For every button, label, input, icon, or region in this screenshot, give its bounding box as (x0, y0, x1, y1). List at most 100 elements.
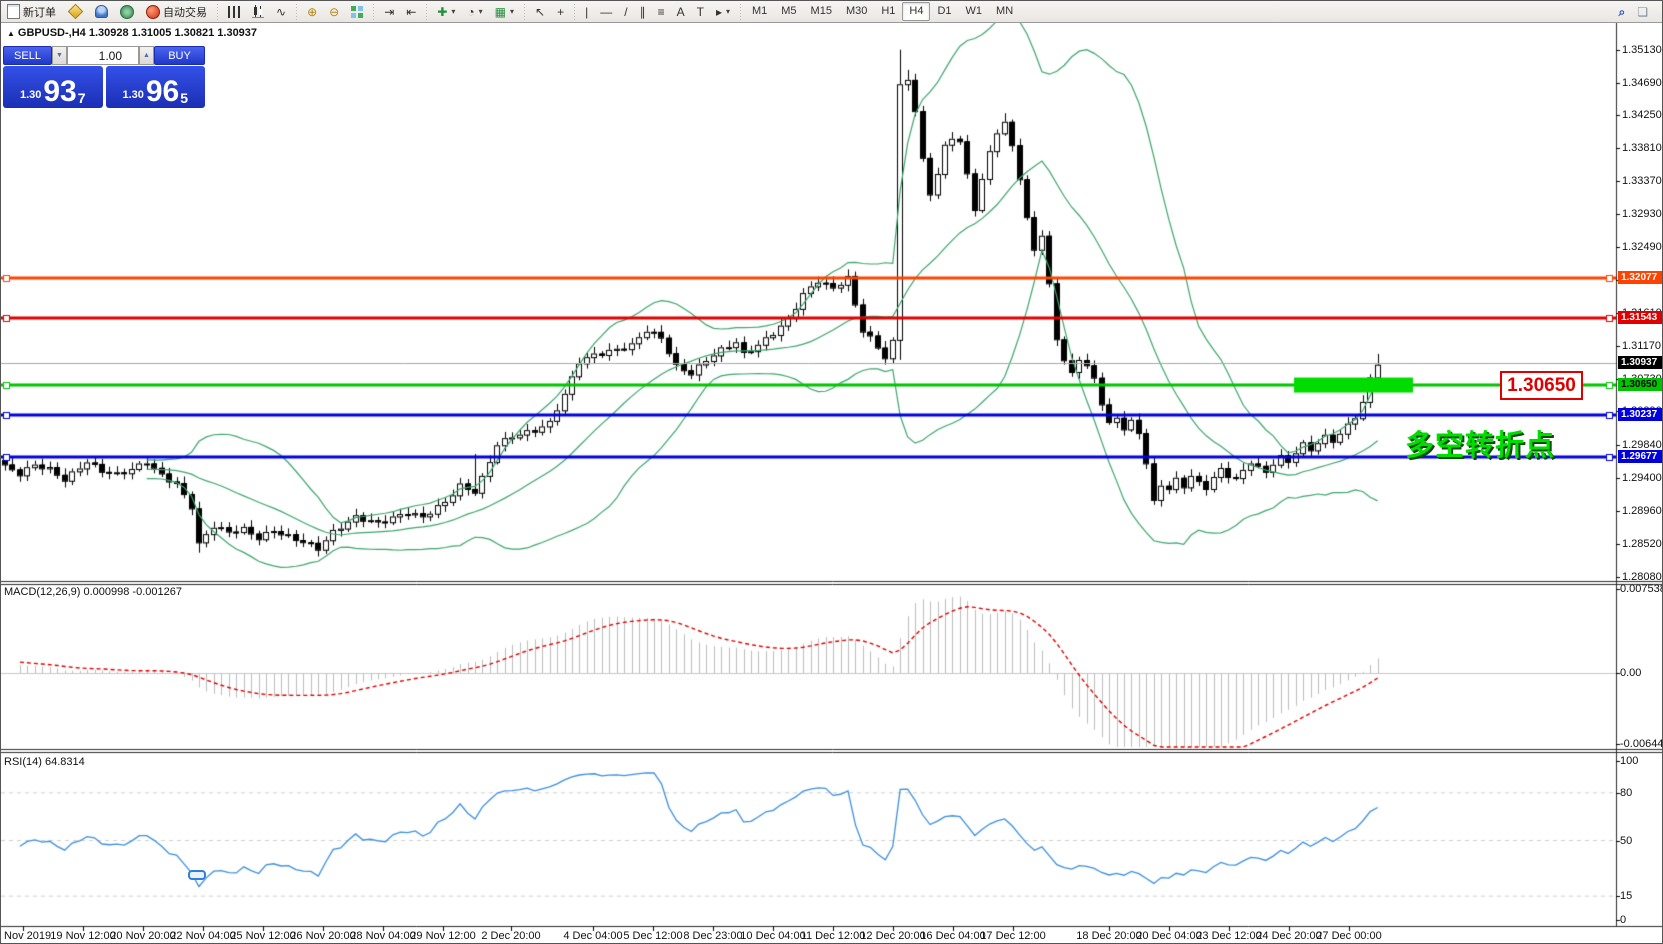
toolbar-separator (424, 3, 430, 20)
timeframe-button-m5[interactable]: M5 (781, 5, 797, 17)
sell-price-big: 93 (43, 75, 77, 108)
vertical-line-icon: | (585, 4, 589, 19)
timeframe-button-m15[interactable]: M15 (810, 5, 832, 17)
trendline-button[interactable]: / (619, 2, 632, 22)
volume-input[interactable]: 1.00 (67, 46, 139, 65)
metaquotes-button[interactable] (63, 2, 88, 22)
horizontal-line-button[interactable]: — (595, 2, 617, 22)
chat-icon: ❏ (1637, 4, 1648, 19)
bar-chart-button[interactable] (223, 2, 245, 22)
date-axis-label: 4 Dec 04:00 (563, 930, 623, 942)
caret-icon: ▾ (725, 7, 730, 16)
sell-price-panel[interactable]: 1.30 93 7 (3, 66, 103, 108)
autotrade-icon (146, 4, 160, 19)
sell-button[interactable]: SELL (3, 46, 52, 65)
symbol-ohlc-line: ▲ GBPUSD-,H4 1.30928 1.31005 1.30821 1.30… (7, 27, 257, 39)
rsi-axis-tick: 50 (1620, 834, 1633, 847)
search-button[interactable]: ⌕ (1614, 2, 1631, 22)
price-axis-tick: 1.34250 (1622, 109, 1662, 122)
date-axis-label: 26 Nov 20:00 (290, 930, 356, 942)
macd-axis-tick: -0.006446 (1620, 738, 1663, 750)
text-button[interactable]: A (672, 2, 690, 22)
timeframe-button-m30[interactable]: M30 (845, 5, 868, 17)
timeframe-button-h1[interactable]: H1 (881, 5, 896, 17)
candlestick-chart-button[interactable] (247, 2, 269, 22)
trendline-icon: / (624, 4, 628, 19)
auto-scroll-button[interactable]: ⇥ (379, 2, 399, 22)
chat-button[interactable]: ❏ (1632, 2, 1653, 22)
horizontal-line-icon: — (600, 4, 613, 19)
buy-price-big: 96 (145, 75, 180, 108)
date-axis-label: 22 Nov 04:00 (170, 930, 236, 942)
line-chart-button[interactable]: ∿ (271, 2, 291, 22)
timeframe-button-mn[interactable]: MN (996, 5, 1014, 17)
crosshair-button[interactable]: + (552, 2, 569, 22)
timeframe-button-h4[interactable]: H4 (902, 2, 931, 21)
new-chart-dropdown[interactable]: ✚ ▾ (432, 2, 460, 22)
turning-point-annotation[interactable]: 多空转折点 (1405, 430, 1556, 462)
price-line-badge: 1.31543 (1618, 310, 1662, 324)
date-axis-label: 20 Nov 20:00 (110, 930, 176, 942)
price-axis-tick: 1.29840 (1622, 439, 1662, 452)
new-order-icon (7, 4, 20, 19)
zoom-out-button[interactable]: ⊖ (324, 2, 344, 22)
arrows-icon: ▸ (715, 4, 722, 19)
price-axis-tick: 1.34690 (1622, 76, 1662, 89)
price-axis-tick: 1.32930 (1622, 208, 1662, 221)
date-axis-label: 5 Dec 12:00 (623, 930, 683, 942)
volume-increase-button[interactable]: ▲ (139, 46, 154, 65)
buy-button[interactable]: BUY (154, 46, 205, 65)
template-dropdown[interactable]: ▦ ▾ (490, 2, 519, 22)
level-price-box[interactable]: 1.30650 (1500, 371, 1583, 400)
rsi-axis-tick: 80 (1620, 786, 1633, 799)
arrows-dropdown[interactable]: ▸ ▾ (711, 2, 735, 22)
fibonacci-button[interactable]: ≡ (653, 2, 670, 22)
text-label-button[interactable]: T (692, 2, 709, 22)
date-axis-label: 25 Nov 12:00 (230, 930, 296, 942)
bar-chart-icon (228, 5, 240, 18)
buy-price-sup: 5 (180, 90, 189, 106)
toolbar-separator (737, 3, 743, 20)
gold-diamond-icon (67, 3, 84, 20)
macd-axis-tick: 0.007538 (1620, 583, 1663, 595)
date-axis-label: 11 Dec 12:00 (800, 930, 866, 942)
channel-button[interactable]: ∥ (635, 2, 651, 22)
period-dropdown[interactable]: ◔ ▾ (462, 2, 487, 22)
autotrade-button[interactable]: 自动交易 (141, 2, 212, 22)
clock-icon: ◔ (467, 4, 475, 19)
toolbar-separator (522, 3, 528, 20)
new-order-button[interactable]: 新订单 (2, 2, 61, 22)
toolbar-separator (371, 3, 377, 20)
channel-icon: ∥ (639, 4, 646, 19)
timeframe-button-d1[interactable]: D1 (937, 5, 952, 17)
price-line-badge: 1.30650 (1618, 377, 1662, 391)
buy-price-prefix: 1.30 (122, 89, 144, 101)
signals-button[interactable] (115, 2, 139, 22)
cursor-button[interactable]: ↖ (530, 2, 550, 22)
volume-decrease-button[interactable]: ▼ (52, 46, 67, 65)
date-axis-label: 8 Nov 2019 (0, 930, 52, 942)
line-chart-icon: ∿ (276, 4, 287, 19)
date-axis-label: 28 Nov 04:00 (350, 930, 416, 942)
date-axis-label: 23 Dec 12:00 (1196, 930, 1262, 942)
price-axis-tick: 1.28960 (1622, 504, 1662, 517)
date-axis-label: 10 Dec 04:00 (740, 930, 806, 942)
community-button[interactable] (90, 2, 113, 22)
chart-shift-button[interactable]: ⇤ (401, 2, 421, 22)
symbol-ohlc-text: GBPUSD-,H4 1.30928 1.31005 1.30821 1.309… (17, 27, 258, 39)
timeframe-button-m1[interactable]: M1 (751, 5, 768, 17)
caret-icon: ▾ (451, 7, 456, 16)
user-icon (95, 5, 108, 18)
toolbar-separator (294, 3, 300, 20)
buy-price-panel[interactable]: 1.30 96 5 (105, 66, 205, 108)
zoom-in-button[interactable]: ⊕ (302, 2, 322, 22)
tile-windows-button[interactable] (346, 2, 368, 22)
vertical-line-button[interactable]: | (580, 2, 593, 22)
candlestick-icon (252, 5, 264, 18)
date-axis-label: 2 Dec 20:00 (481, 930, 541, 942)
scroll-thumb[interactable] (188, 870, 206, 880)
timeframe-button-w1[interactable]: W1 (965, 5, 983, 17)
auto-scroll-icon: ⇥ (384, 4, 395, 19)
